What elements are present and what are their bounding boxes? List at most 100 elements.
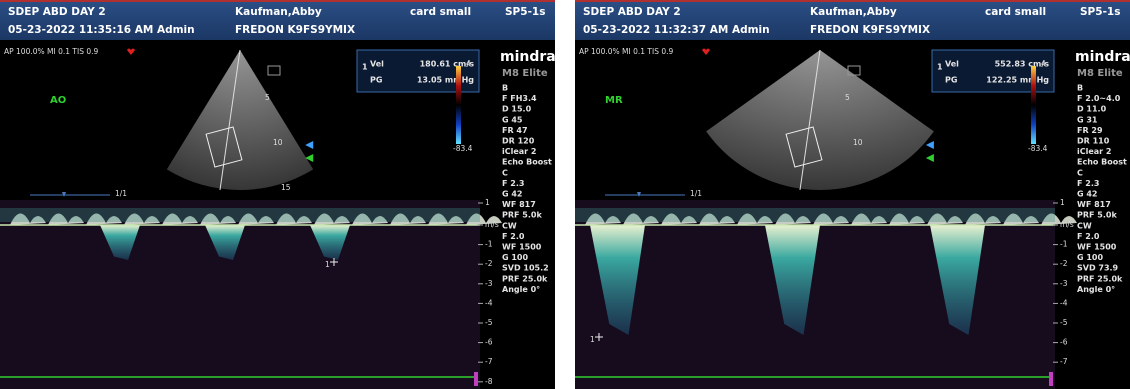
parameter: D 11.0 bbox=[1077, 105, 1107, 114]
cursor-line bbox=[219, 49, 241, 191]
caliper-label: 1 bbox=[590, 335, 595, 344]
parameter: WF 817 bbox=[1077, 200, 1111, 209]
cursor-line bbox=[799, 49, 821, 191]
parameter: Angle 0° bbox=[502, 285, 540, 294]
caliper-label: 1 bbox=[325, 260, 330, 269]
parameter: F 2.3 bbox=[1077, 179, 1099, 188]
parameter: iClear 2 bbox=[502, 147, 536, 156]
parameter: WF 1500 bbox=[502, 243, 542, 252]
header-bar bbox=[0, 0, 555, 40]
parameter: F 2.0 bbox=[1077, 232, 1100, 241]
color-bar-bottom: -83.4 bbox=[453, 144, 473, 153]
color-bar-top: 4 bbox=[466, 59, 471, 68]
sweep-marker bbox=[1049, 372, 1053, 386]
flow-spectrum bbox=[590, 225, 645, 335]
timeline-marker bbox=[637, 192, 641, 197]
flow-band bbox=[10, 213, 46, 225]
parameter: DR 110 bbox=[1077, 137, 1110, 146]
parameter: iClear 2 bbox=[1077, 147, 1111, 156]
parameter: SVD 105.2 bbox=[502, 264, 549, 273]
scale-label: -3 bbox=[1060, 279, 1068, 288]
flow-band bbox=[352, 213, 388, 225]
timeline-marker bbox=[62, 192, 66, 197]
flow-band bbox=[390, 213, 426, 225]
scale-label: -7 bbox=[1060, 357, 1068, 366]
vel-label: Vel bbox=[370, 60, 384, 69]
date-time: 05-23-2022 11:32:37 AM Admin bbox=[583, 24, 770, 36]
scale-label: -4 bbox=[1060, 298, 1068, 307]
flow-band bbox=[623, 213, 659, 225]
flow-band bbox=[775, 213, 811, 225]
parameter: DR 120 bbox=[502, 137, 535, 146]
flow-band bbox=[0, 208, 480, 222]
scale-label: m/s bbox=[485, 220, 499, 229]
flow-band bbox=[965, 213, 1001, 225]
patient-name: Kaufman,Abby bbox=[235, 6, 322, 18]
parameter: Echo Boost bbox=[502, 158, 552, 167]
parameter: PRF 5.0k bbox=[502, 211, 542, 220]
parameter: Echo Boost bbox=[1077, 158, 1127, 167]
pg-value: 13.05 mmHg bbox=[417, 76, 474, 85]
probe: SP5-1s bbox=[1080, 6, 1120, 18]
exam-name: SDEP ABD DAY 2 bbox=[8, 6, 106, 18]
scale-label: -6 bbox=[485, 338, 493, 347]
view-label: MR bbox=[605, 95, 623, 106]
flow-spectrum bbox=[765, 225, 820, 335]
sweep-marker bbox=[474, 372, 478, 386]
patient-id: FREDON K9FS9YMIX bbox=[810, 24, 930, 36]
color-bar-bottom: -83.4 bbox=[1028, 144, 1048, 153]
parameter: G 100 bbox=[502, 253, 528, 262]
flow-band bbox=[124, 213, 160, 225]
pg-label: PG bbox=[945, 76, 957, 85]
scale-label: -1 bbox=[485, 240, 493, 249]
depth-label: 15 bbox=[281, 183, 291, 192]
scale-label: -3 bbox=[485, 279, 493, 288]
probe-icon bbox=[847, 65, 861, 76]
sector-image bbox=[706, 50, 934, 190]
heart-icon bbox=[702, 48, 710, 55]
model: M8 Elite bbox=[502, 68, 548, 79]
flow-spectrum bbox=[310, 225, 350, 260]
parameter: WF 817 bbox=[502, 200, 536, 209]
parameter: F 2.0~4.0 bbox=[1077, 94, 1121, 103]
parameter: FR 47 bbox=[502, 126, 528, 135]
parameter: G 45 bbox=[502, 115, 523, 124]
parameter: C bbox=[502, 168, 508, 177]
status: AP 100.0% MI 0.1 TIS 0.9 bbox=[4, 47, 98, 56]
parameter: FR 29 bbox=[1077, 126, 1103, 135]
flow-band bbox=[466, 213, 502, 225]
marker-green bbox=[305, 154, 314, 162]
scale-label: -6 bbox=[1060, 338, 1068, 347]
flow-band bbox=[699, 213, 735, 225]
flow-band bbox=[86, 213, 122, 225]
probe-icon bbox=[267, 65, 281, 76]
parameter: B bbox=[502, 84, 508, 93]
caliper-cross bbox=[595, 333, 603, 341]
scale-label: -5 bbox=[485, 318, 493, 327]
parameter: CW bbox=[1077, 221, 1092, 230]
parameter: G 42 bbox=[1077, 190, 1097, 199]
parameter: D 15.0 bbox=[502, 105, 532, 114]
parameter: G 42 bbox=[502, 190, 522, 199]
caliper-cross bbox=[330, 258, 338, 266]
scale-label: -8 bbox=[485, 377, 493, 386]
flow-spectrum bbox=[100, 225, 140, 260]
sample-box bbox=[785, 126, 823, 168]
flow-band bbox=[200, 213, 236, 225]
parameter: F 2.3 bbox=[502, 179, 524, 188]
model: M8 Elite bbox=[1077, 68, 1123, 79]
measure-marker: 1 bbox=[362, 63, 368, 72]
parameter: SVD 73.9 bbox=[1077, 264, 1119, 273]
scale-label: -7 bbox=[485, 357, 493, 366]
scale-label: -4 bbox=[485, 298, 493, 307]
ultrasound-panel: SDEP ABD DAY 2 Kaufman,Abby card small SP5-… bbox=[575, 0, 1130, 389]
view-label: AO bbox=[50, 95, 66, 106]
vel-label: Vel bbox=[945, 60, 959, 69]
flow-band bbox=[238, 213, 274, 225]
flow-band bbox=[48, 213, 84, 225]
color-bar-top: 4 bbox=[1041, 59, 1046, 68]
parameter: WF 1500 bbox=[1077, 243, 1117, 252]
parameter: B bbox=[1077, 84, 1083, 93]
pg-value: 122.25 mmHg bbox=[986, 76, 1049, 85]
scale-label: -2 bbox=[1060, 259, 1068, 268]
